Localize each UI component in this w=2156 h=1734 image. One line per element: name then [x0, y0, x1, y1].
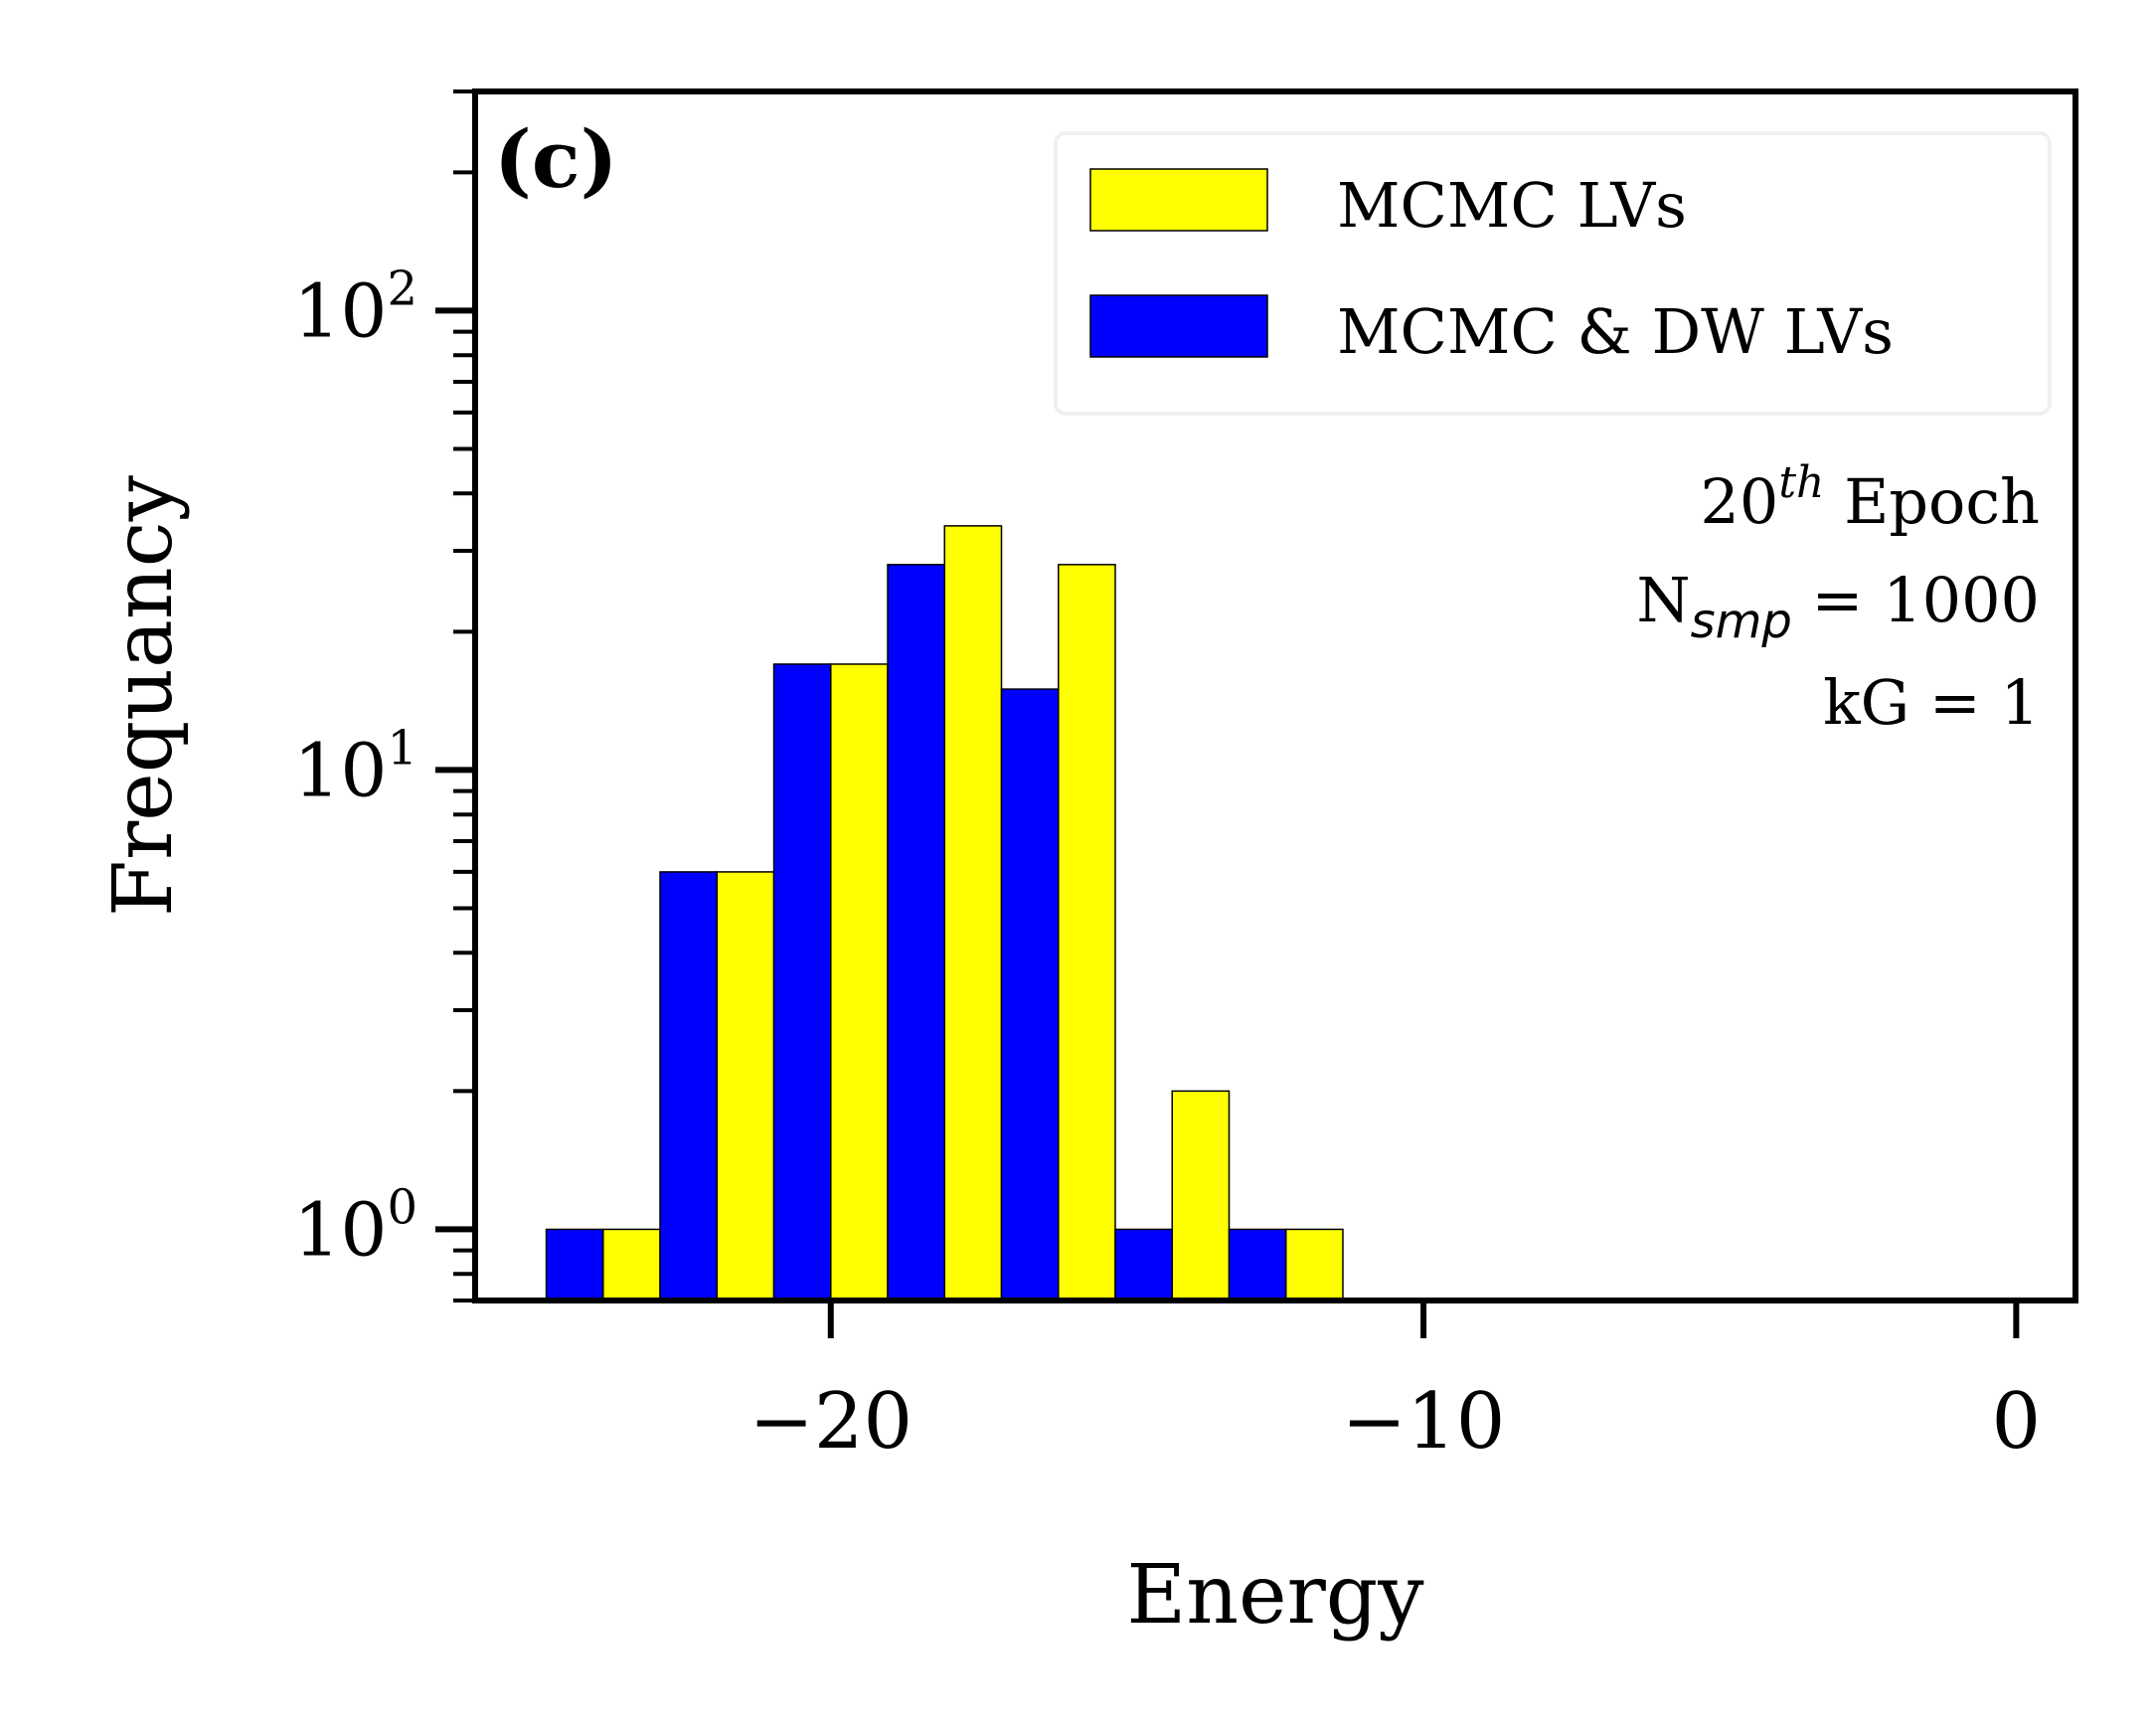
legend-label-mcmc-dw: MCMC & DW LVs	[1337, 295, 1894, 368]
x-tick-label-0: −20	[748, 1377, 912, 1467]
bar-blue-0	[545, 1228, 604, 1301]
x-tick-label-2: 0	[1992, 1377, 2042, 1467]
epoch-word-space	[1824, 465, 1844, 538]
epoch-word: Epoch	[1844, 465, 2040, 538]
legend-box	[1054, 131, 2052, 416]
nsmp-subscript: smp	[1691, 594, 1792, 649]
panel-label: (c)	[494, 112, 617, 206]
x-tick-label-1: −10	[1342, 1377, 1506, 1467]
annotation-nsmp: Nsmp = 1000	[1636, 564, 2040, 649]
bar-blue-5	[1114, 1228, 1173, 1301]
legend-swatch-mcmc	[1089, 168, 1268, 232]
bar-yellow-5	[1171, 1090, 1231, 1301]
y-tick-label-1: 101	[293, 720, 417, 813]
y-tick-label-0: 100	[293, 1179, 417, 1273]
bar-yellow-1	[716, 871, 775, 1301]
y-axis-label: Frequancy	[96, 474, 191, 917]
legend-swatch-mcmc-dw	[1089, 294, 1268, 358]
bar-blue-1	[659, 871, 719, 1301]
nsmp-value: = 1000	[1792, 564, 2040, 636]
bar-blue-6	[1228, 1228, 1287, 1301]
epoch-number: 20	[1700, 465, 1778, 538]
annotation: 20th Epoch Nsmp = 1000 kG = 1	[1636, 457, 2040, 739]
y-tick-label-2: 102	[293, 260, 417, 354]
bar-yellow-4	[1058, 564, 1116, 1301]
bar-yellow-6	[1284, 1228, 1344, 1301]
bar-yellow-0	[602, 1228, 661, 1301]
plot-frame	[472, 88, 2078, 1303]
bar-group	[545, 525, 1344, 1301]
bar-yellow-3	[943, 525, 1003, 1301]
legend-label-mcmc: MCMC LVs	[1337, 169, 1687, 242]
bar-blue-4	[1000, 688, 1060, 1301]
annotation-kg: kG = 1	[1823, 666, 2040, 739]
bar-blue-2	[772, 663, 832, 1301]
epoch-superscript: th	[1778, 457, 1824, 508]
axis-ticks: −20 −10 0 100 101 102	[293, 89, 2042, 1467]
bar-yellow-2	[830, 663, 889, 1301]
nsmp-main: N	[1636, 564, 1690, 636]
bar-blue-3	[887, 564, 946, 1301]
annotation-epoch: 20th Epoch	[1700, 457, 2040, 538]
legend: MCMC LVs MCMC & DW LVs	[1054, 131, 2052, 416]
x-axis-label: Energy	[1126, 1548, 1424, 1643]
